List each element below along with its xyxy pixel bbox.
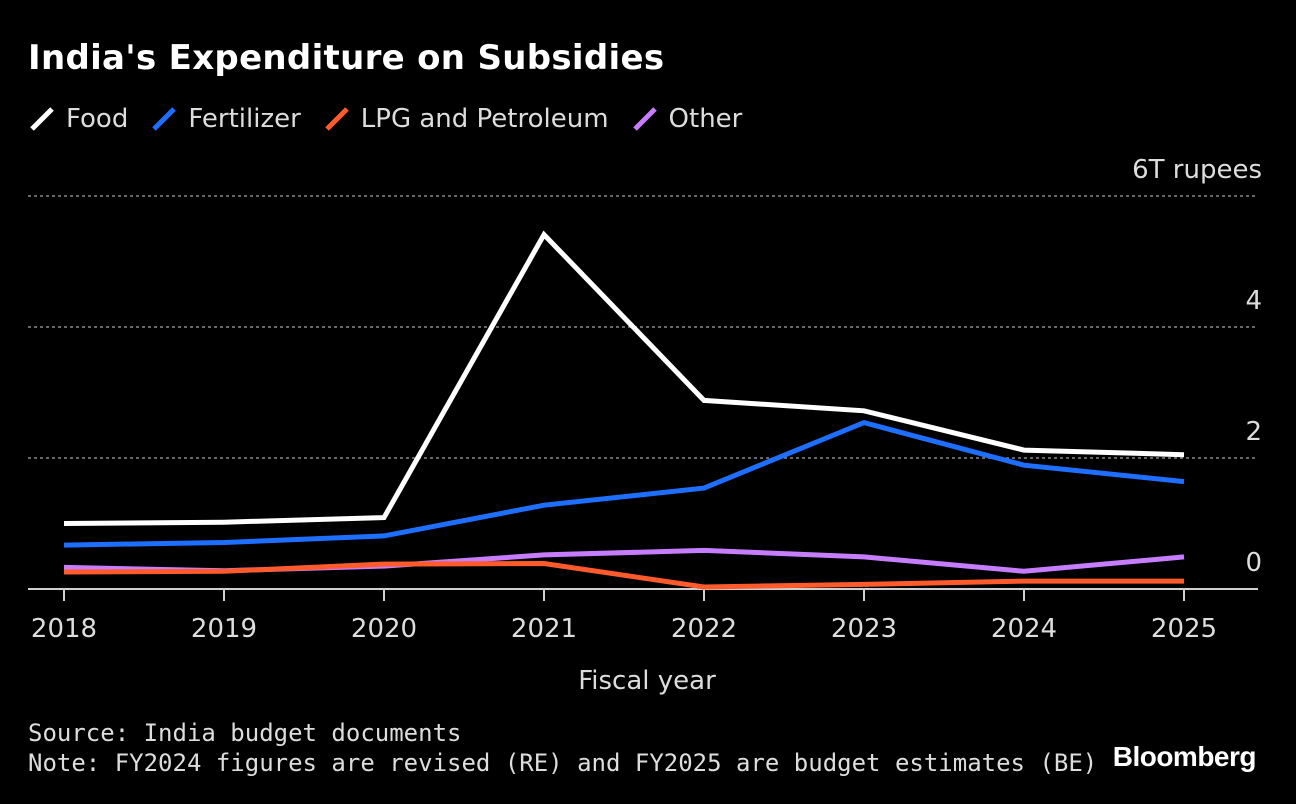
x-tick-label-2025: 2025 bbox=[1151, 614, 1217, 644]
y-tick-label-2: 2 bbox=[1245, 417, 1262, 447]
legend-swatch-other bbox=[632, 107, 657, 131]
legend-item-lpg: LPG and Petroleum bbox=[323, 104, 609, 134]
axis-labels: 0 2 4 6T rupees 2018 2019 2020 2021 2022 2023 2024… bbox=[31, 155, 1262, 696]
legend-item-food: Food bbox=[28, 104, 128, 134]
series-line-other bbox=[63, 547, 1185, 574]
x-tick-label-2021: 2021 bbox=[511, 614, 577, 644]
gridlines bbox=[28, 195, 1258, 459]
x-tick-label-2020: 2020 bbox=[351, 614, 417, 644]
footnote: Note: FY2024 figures are revised (RE) an… bbox=[28, 749, 1098, 777]
x-tick-label-2023: 2023 bbox=[831, 614, 897, 644]
legend-item-fertilizer: Fertilizer bbox=[150, 104, 301, 134]
y-tick-label-6: 6T rupees bbox=[1132, 155, 1262, 185]
series-line-lpg-and-petroleum bbox=[63, 560, 1184, 590]
x-tick-label-2022: 2022 bbox=[671, 614, 737, 644]
legend-swatch-lpg bbox=[325, 107, 349, 131]
legend-label-food: Food bbox=[66, 104, 129, 134]
legend-swatch-fertilizer bbox=[152, 107, 177, 131]
chart-legend: Food Fertilizer LPG and Petroleum Other bbox=[28, 104, 764, 134]
source-note: Source: India budget documents bbox=[28, 719, 462, 747]
x-axis bbox=[28, 588, 1258, 601]
legend-item-other: Other bbox=[631, 104, 743, 134]
y-tick-label-4: 4 bbox=[1245, 286, 1262, 316]
x-axis-title: Fiscal year bbox=[578, 666, 716, 696]
bloomberg-logo: Bloomberg bbox=[1112, 741, 1257, 772]
chart-title: India's Expenditure on Subsidies bbox=[28, 38, 665, 78]
legend-label-fertilizer: Fertilizer bbox=[188, 104, 301, 134]
series-lines bbox=[63, 230, 1185, 590]
series-line-food bbox=[63, 230, 1185, 526]
legend-label-other: Other bbox=[668, 104, 743, 134]
x-tick-label-2019: 2019 bbox=[191, 614, 257, 644]
x-tick-label-2018: 2018 bbox=[31, 614, 97, 644]
x-tick-label-2024: 2024 bbox=[991, 614, 1057, 644]
y-tick-label-0: 0 bbox=[1245, 548, 1262, 578]
legend-label-lpg: LPG and Petroleum bbox=[360, 104, 609, 134]
legend-swatch-food bbox=[30, 107, 54, 131]
series-line-fertilizer bbox=[63, 419, 1185, 548]
